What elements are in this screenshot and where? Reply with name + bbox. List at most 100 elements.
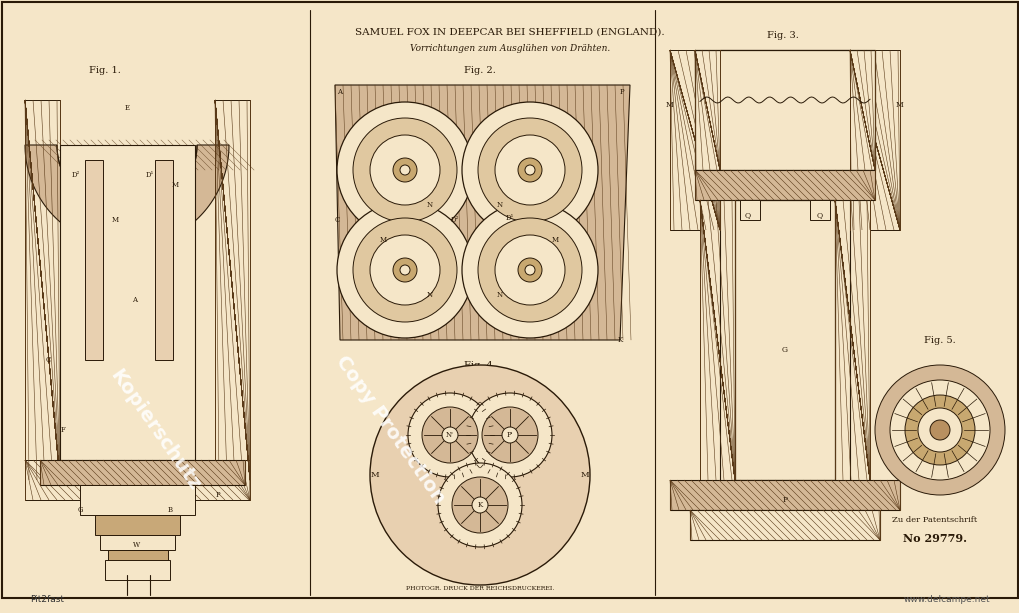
Text: A: A xyxy=(132,296,138,304)
Bar xyxy=(694,170,874,200)
Circle shape xyxy=(478,118,582,222)
Circle shape xyxy=(518,258,541,282)
Text: M: M xyxy=(171,181,178,189)
Bar xyxy=(155,160,173,360)
Text: F: F xyxy=(60,426,65,434)
Circle shape xyxy=(408,393,491,477)
Text: A: A xyxy=(337,88,342,96)
Circle shape xyxy=(494,235,565,305)
Text: M: M xyxy=(111,216,118,224)
Circle shape xyxy=(370,135,439,205)
Text: N: N xyxy=(427,201,433,209)
Bar xyxy=(694,50,874,170)
Circle shape xyxy=(494,135,565,205)
Bar xyxy=(40,460,245,485)
Text: D¹: D¹ xyxy=(146,171,154,179)
Text: E: E xyxy=(124,104,129,112)
Circle shape xyxy=(336,102,473,238)
Text: M: M xyxy=(370,471,379,479)
Bar xyxy=(735,200,835,480)
Circle shape xyxy=(370,235,439,305)
Text: K: K xyxy=(616,336,622,344)
Bar xyxy=(25,460,250,500)
Bar xyxy=(100,535,175,550)
Text: K: K xyxy=(477,501,482,509)
Bar xyxy=(669,50,719,230)
Circle shape xyxy=(904,395,974,465)
Text: M: M xyxy=(580,471,589,479)
Text: P: P xyxy=(782,496,787,504)
Circle shape xyxy=(451,477,507,533)
Text: D²: D² xyxy=(450,216,459,224)
Circle shape xyxy=(392,158,417,182)
Bar xyxy=(694,170,874,200)
Bar xyxy=(95,515,179,535)
Bar xyxy=(85,160,103,360)
Circle shape xyxy=(501,427,518,443)
Bar xyxy=(105,560,170,580)
Text: P': P' xyxy=(506,431,513,439)
Circle shape xyxy=(399,265,410,275)
Circle shape xyxy=(917,408,961,452)
Text: D¹: D¹ xyxy=(505,214,514,222)
Circle shape xyxy=(874,365,1004,495)
Bar xyxy=(40,460,245,485)
Circle shape xyxy=(468,393,551,477)
Circle shape xyxy=(353,218,457,322)
Text: N': N' xyxy=(445,431,453,439)
Bar xyxy=(835,200,869,480)
Circle shape xyxy=(336,202,473,338)
Circle shape xyxy=(525,165,535,175)
Text: Fig. 2.: Fig. 2. xyxy=(464,66,495,75)
Text: P: P xyxy=(215,491,220,499)
Text: N: N xyxy=(496,201,502,209)
Bar xyxy=(809,200,829,220)
Bar xyxy=(79,485,195,515)
Circle shape xyxy=(422,407,478,463)
Text: PHOTOGR. DRUCK DER REICHSDRUCKEREI.: PHOTOGR. DRUCK DER REICHSDRUCKEREI. xyxy=(406,585,553,590)
Text: Fig. 4.: Fig. 4. xyxy=(464,360,495,370)
Text: Fig. 5.: Fig. 5. xyxy=(923,335,955,345)
Text: C: C xyxy=(45,356,51,364)
Text: W: W xyxy=(133,541,141,549)
Text: G: G xyxy=(77,506,83,514)
Bar xyxy=(108,550,168,575)
Circle shape xyxy=(441,427,458,443)
Circle shape xyxy=(437,463,522,547)
Text: D²: D² xyxy=(71,171,81,179)
Text: SAMUEL FOX IN DEEPCAR BEI SHEFFIELD (ENGLAND).: SAMUEL FOX IN DEEPCAR BEI SHEFFIELD (ENG… xyxy=(355,28,664,37)
Text: M: M xyxy=(379,236,386,244)
Bar xyxy=(689,510,879,540)
Bar xyxy=(739,200,759,220)
Circle shape xyxy=(890,380,989,480)
Text: M: M xyxy=(665,101,674,109)
Bar xyxy=(669,480,899,510)
Text: Zu der Patentschrift: Zu der Patentschrift xyxy=(892,516,976,524)
Circle shape xyxy=(392,258,417,282)
Bar xyxy=(849,50,899,230)
Circle shape xyxy=(482,407,537,463)
Circle shape xyxy=(478,218,582,322)
Bar xyxy=(689,510,879,540)
Text: Fig. 1.: Fig. 1. xyxy=(89,66,121,75)
Circle shape xyxy=(399,165,410,175)
Polygon shape xyxy=(334,85,630,340)
Text: M: M xyxy=(896,101,903,109)
Bar xyxy=(849,50,874,170)
Bar xyxy=(60,145,195,460)
Text: Kopierschutz: Kopierschutz xyxy=(106,366,204,494)
Circle shape xyxy=(353,118,457,222)
Text: N: N xyxy=(427,291,433,299)
Text: C: C xyxy=(334,216,339,224)
Polygon shape xyxy=(25,145,229,247)
Circle shape xyxy=(370,365,589,585)
Text: B: B xyxy=(167,506,172,514)
Text: G: G xyxy=(782,346,788,354)
Text: Copy Protection: Copy Protection xyxy=(331,352,448,508)
Circle shape xyxy=(462,202,597,338)
Bar xyxy=(669,480,899,510)
Text: M: M xyxy=(551,236,558,244)
Bar xyxy=(25,100,60,480)
Circle shape xyxy=(472,497,487,513)
Bar xyxy=(215,100,250,480)
